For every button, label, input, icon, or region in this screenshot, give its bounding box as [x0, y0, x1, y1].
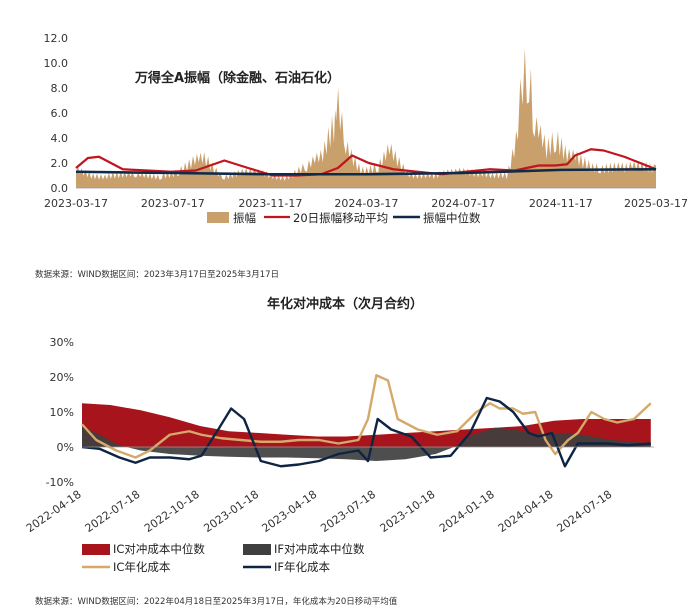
x-tick-label: 2022-04-18 — [24, 488, 84, 535]
x-tick-label: 2023-07-18 — [318, 488, 378, 535]
x-tick-label: 2023-07-17 — [141, 197, 205, 210]
legend-label-median: 振幅中位数 — [423, 211, 481, 225]
y-tick-label: 4.0 — [51, 132, 69, 145]
x-tick-label: 2024-07-18 — [555, 488, 615, 535]
x-tick-label: 2024-03-17 — [334, 197, 398, 210]
x-axis-ticks: 2023-03-17 2023-07-17 2023-11-17 2024-03-17… — [44, 197, 688, 210]
x-tick-label: 2023-04-18 — [260, 488, 320, 535]
legend-label-ma20: 20日振幅移动平均 — [293, 211, 388, 225]
hedge-cost-chart: 年化对冲成本（次月合约） -10%0%10%20%30% 2022-04-182… — [24, 296, 654, 607]
source-note-2: 数据来源：WIND数据区间：2022年04月18日至2025年3月17日，年化成… — [35, 596, 398, 607]
plot-area — [81, 374, 654, 468]
y-tick-label: -10% — [46, 476, 74, 489]
legend-label-ic-annual: IC年化成本 — [113, 560, 171, 574]
legend-label-ic-median: IC对冲成本中位数 — [113, 542, 205, 556]
x-tick-label: 2023-01-18 — [201, 488, 261, 535]
x-tick-label: 2024-04-18 — [496, 488, 556, 535]
y-axis-ticks: -10% 0% 10% 20% 30% — [46, 336, 74, 489]
legend: IC对冲成本中位数 IF对冲成本中位数 IC年化成本 IF年化成本 — [82, 542, 365, 574]
legend-label-if-median: IF对冲成本中位数 — [274, 542, 365, 556]
legend-swatch-ic-median — [82, 544, 110, 555]
legend-swatch-amplitude — [207, 212, 229, 223]
plot-area — [75, 47, 657, 189]
x-tick-label: 2024-01-18 — [437, 488, 497, 535]
x-tick-label: 2023-10-18 — [378, 488, 438, 535]
x-tick-label: 2023-11-17 — [238, 197, 302, 210]
y-tick-label: 6.0 — [51, 107, 69, 120]
y-tick-label: 2.0 — [51, 157, 69, 170]
x-tick-label: 2025-03-17 — [624, 197, 688, 210]
series-if-annual-line — [81, 396, 651, 468]
chart-title: 年化对冲成本（次月合约） — [267, 296, 423, 312]
source-note-1: 数据来源：WIND数据区间：2023年3月17日至2025年3月17日 — [35, 269, 279, 280]
legend-label-if-annual: IF年化成本 — [274, 560, 331, 574]
legend: 振幅 20日振幅移动平均 振幅中位数 — [207, 211, 481, 225]
legend-swatch-if-median — [243, 544, 271, 555]
y-tick-label: 0.0 — [51, 182, 69, 195]
y-tick-label: 30% — [50, 336, 74, 349]
y-tick-label: 10% — [50, 406, 74, 419]
series-ic-annual-line — [81, 374, 652, 459]
x-tick-label: 2022-07-18 — [83, 488, 143, 535]
x-tick-label: 2024-07-17 — [431, 197, 495, 210]
series-if-median-area — [82, 426, 651, 461]
x-tick-label: 2024-11-17 — [529, 197, 593, 210]
series-amplitude-area — [76, 47, 656, 189]
y-tick-label: 0% — [57, 441, 74, 454]
series-ma20-line — [75, 148, 657, 177]
chart-title: 万得全A振幅（除金融、石油石化） — [134, 70, 340, 86]
legend-label-amplitude: 振幅 — [233, 211, 256, 225]
y-axis-ticks: 0.0 2.0 4.0 6.0 8.0 10.0 12.0 — [44, 32, 69, 195]
x-tick-label: 2022-10-18 — [142, 488, 202, 535]
amplitude-chart: 0.02.04.06.08.010.012.0 2023-03-17 2023-0… — [35, 32, 688, 280]
y-tick-label: 20% — [50, 371, 74, 384]
x-tick-label: 2023-03-17 — [44, 197, 108, 210]
y-tick-label: 12.0 — [44, 32, 69, 45]
series-median-line — [75, 167, 657, 176]
y-tick-label: 10.0 — [44, 57, 69, 70]
y-tick-label: 8.0 — [51, 82, 69, 95]
